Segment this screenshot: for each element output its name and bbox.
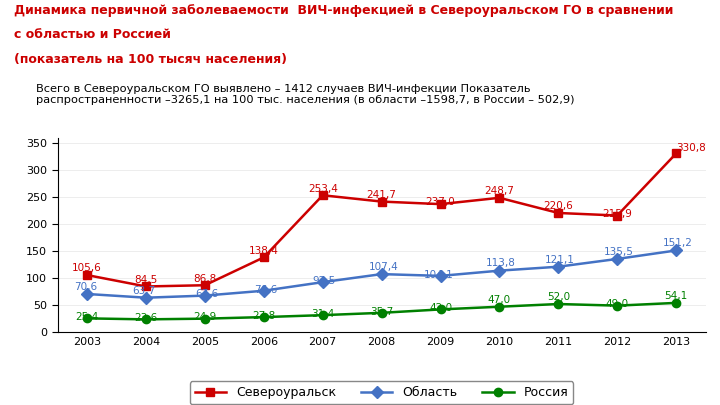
- Text: Динамика первичной заболеваемости  ВИЧ-инфекцией в Североуральском ГО в сравнени: Динамика первичной заболеваемости ВИЧ-ин…: [14, 4, 674, 17]
- Text: 27,8: 27,8: [252, 311, 276, 321]
- Text: 67,6: 67,6: [195, 290, 218, 299]
- Text: с областью и Россией: с областью и Россией: [14, 28, 171, 41]
- Text: 253,4: 253,4: [307, 183, 338, 194]
- Text: 84,5: 84,5: [135, 275, 158, 285]
- Text: 25,4: 25,4: [76, 312, 99, 322]
- Text: 135,5: 135,5: [604, 247, 634, 257]
- Text: 113,8: 113,8: [486, 258, 516, 269]
- Text: 220,6: 220,6: [544, 201, 573, 211]
- Text: 248,7: 248,7: [485, 186, 514, 196]
- Text: 104,1: 104,1: [424, 270, 454, 280]
- Text: 23,6: 23,6: [135, 313, 158, 323]
- Legend: Североуральск, Область, Россия: Североуральск, Область, Россия: [190, 381, 573, 404]
- Text: 35,7: 35,7: [370, 307, 393, 317]
- Text: 42,0: 42,0: [429, 303, 452, 313]
- Text: 76,6: 76,6: [254, 285, 277, 294]
- Text: 121,1: 121,1: [545, 255, 575, 264]
- Text: 330,8: 330,8: [676, 143, 706, 153]
- Text: 31,4: 31,4: [311, 309, 334, 319]
- Text: (показатель на 100 тысяч населения): (показатель на 100 тысяч населения): [14, 53, 287, 66]
- Text: 86,8: 86,8: [193, 274, 217, 284]
- Text: 47,0: 47,0: [488, 295, 511, 305]
- Text: 70,6: 70,6: [73, 282, 97, 292]
- Text: 24,9: 24,9: [193, 312, 217, 322]
- Text: 151,2: 151,2: [663, 238, 693, 248]
- Text: 105,6: 105,6: [72, 264, 102, 273]
- Text: 92,5: 92,5: [312, 276, 336, 286]
- Text: 54,1: 54,1: [665, 291, 688, 301]
- Text: 237,0: 237,0: [426, 197, 455, 207]
- Text: Всего в Североуральском ГО выявлено – 1412 случаев ВИЧ-инфекции Показатель
распр: Всего в Североуральском ГО выявлено – 14…: [35, 83, 574, 105]
- Text: 138,4: 138,4: [249, 246, 279, 256]
- Text: 63,7: 63,7: [132, 286, 156, 296]
- Text: 52,0: 52,0: [546, 292, 570, 303]
- Text: 241,7: 241,7: [366, 190, 397, 200]
- Text: 49,0: 49,0: [606, 299, 629, 309]
- Text: 215,9: 215,9: [603, 209, 632, 219]
- Text: 107,4: 107,4: [369, 262, 398, 272]
